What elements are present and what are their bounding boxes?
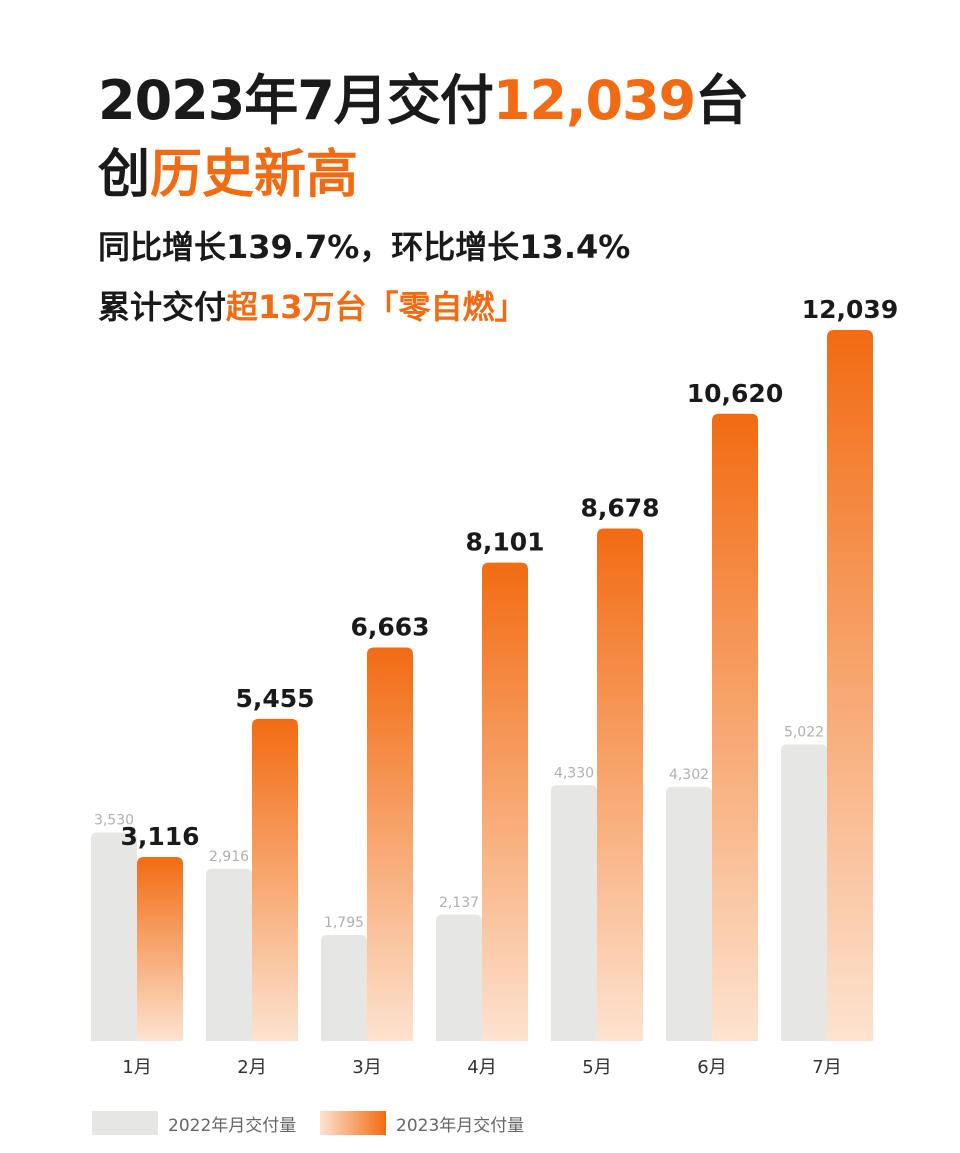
legend-swatch-2022 [92,1111,158,1135]
label-2023-6: 10,620 [687,379,783,408]
headline-zero-fire-text: 超13万台「零自燃」 [226,288,527,326]
bar-2023-1 [137,856,183,1041]
label-2022-1: 3,530 [94,813,134,829]
bar-2023-5 [597,528,643,1041]
label-2022-5: 4,330 [554,765,594,781]
headline-cumulative-line: 累计交付超13万台「零自燃」 [98,284,527,330]
label-2022-6: 4,302 [669,767,709,783]
bar-2022-4 [436,914,482,1041]
bar-2023-4 [482,562,528,1041]
bar-2022-6 [666,786,712,1041]
headline-line1-prefix: 2023年7月交付 [98,69,494,132]
category-label-6: 6月 [697,1057,726,1078]
legend-item-2023: 2023年月交付量 [320,1108,524,1138]
label-2023-5: 8,678 [580,493,659,522]
bar-2023-6 [712,413,758,1042]
legend-label-2022: 2022年月交付量 [168,1115,297,1136]
bar-2022-1 [91,832,137,1041]
bar-2022-3 [321,934,367,1041]
headline-growth-line: 同比增长139.7%，环比增长13.4% [98,228,631,266]
headline-record-text: 历史新高 [150,145,359,205]
headline-line2-prefix: 创 [98,145,151,205]
bar-2023-3 [367,647,413,1041]
label-2023-3: 6,663 [350,612,429,641]
category-label-2: 2月 [237,1057,266,1078]
headline-delivery-value: 12,039 [492,69,696,132]
legend-label-2023: 2023年月交付量 [396,1115,525,1136]
bar-2023-7 [827,330,873,1041]
label-2022-2: 2,916 [209,849,249,865]
legend-item-2022: 2022年月交付量 [92,1108,296,1138]
category-label-5: 5月 [582,1057,611,1078]
label-2022-3: 1,795 [324,915,364,931]
category-label-3: 3月 [352,1057,381,1078]
label-2022-4: 2,137 [439,895,479,911]
label-2022-7: 5,022 [784,724,824,740]
label-2023-4: 8,101 [465,528,544,557]
bar-2022-7 [781,744,827,1041]
headline-line2: 创历史新高 [98,140,358,210]
category-label-4: 4月 [467,1057,496,1078]
legend-swatch-2023 [320,1111,386,1135]
headline-line1-suffix: 台 [695,69,749,132]
label-2023-1: 3,116 [120,822,199,851]
category-label-1: 1月 [122,1057,151,1078]
category-label-7: 7月 [812,1057,841,1078]
bar-2023-2 [252,718,298,1041]
label-2023-2: 5,455 [235,684,314,713]
headline-line1: 2023年7月交付12,039台 [98,66,749,136]
headline-line4-prefix: 累计交付 [98,288,227,326]
bar-2022-5 [551,785,597,1041]
bar-2022-2 [206,868,252,1041]
chart-bars [91,330,873,1042]
label-2023-7: 12,039 [802,295,898,324]
